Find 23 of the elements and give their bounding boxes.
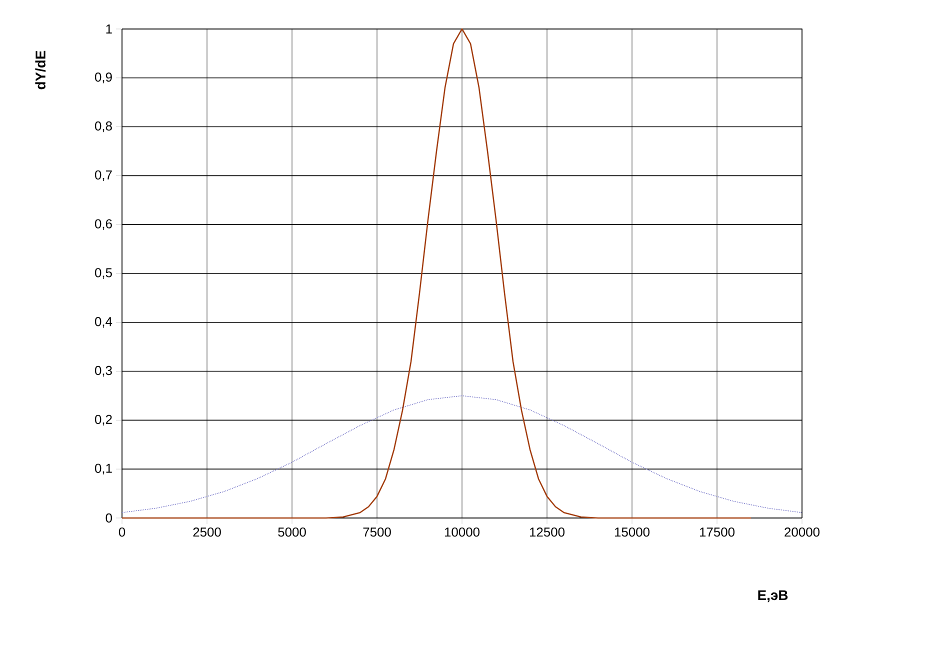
x-tick-label: 20000	[784, 528, 820, 537]
x-tick-label: 15000	[614, 528, 650, 537]
y-tick-label: 0,9	[94, 72, 112, 84]
x-tick-label: 0	[118, 528, 126, 537]
y-tick-label: 0,1	[94, 464, 112, 474]
x-tick-label: 17500	[700, 528, 735, 537]
y-tick-label: 0,6	[94, 219, 112, 230]
x-tick-label: 5000	[278, 528, 306, 537]
x-tick-label: 7500	[363, 528, 391, 537]
y-tick-label: 0,5	[94, 268, 112, 279]
y-tick-label: 0,4	[94, 317, 112, 328]
line-series	[122, 395, 802, 514]
y-tick-label: 0	[106, 513, 112, 523]
x-tick-label: 12500	[530, 528, 565, 537]
y-axis-title: dY/dE	[35, 50, 46, 90]
y-tick-label: 0,8	[94, 121, 112, 132]
x-tick-label: 2500	[193, 528, 221, 537]
x-tick-label: 10000	[444, 528, 480, 537]
y-tick-label: 0,7	[94, 170, 112, 182]
y-tick-label: 0,2	[94, 414, 112, 426]
y-tick-label: 1	[106, 24, 112, 34]
x-axis-title: E,эВ	[758, 590, 788, 602]
y-tick-label: 0,3	[94, 366, 112, 377]
